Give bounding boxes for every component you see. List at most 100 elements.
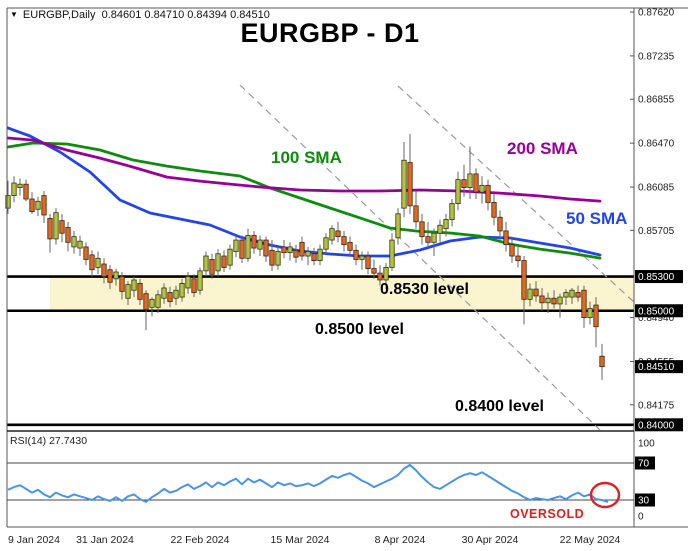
candle-bull — [149, 298, 155, 308]
price-axis-box — [635, 304, 683, 318]
rsi-axis-label: 100 — [638, 439, 655, 450]
candle-bear — [497, 216, 503, 232]
rsi-line — [7, 463, 609, 504]
candle-bear — [29, 198, 35, 212]
sma100-label: 100 SMA — [271, 148, 342, 167]
rsi-axis-box — [635, 493, 655, 507]
price-axis-label: 0.84940 — [638, 313, 675, 324]
candle-bull — [5, 195, 11, 209]
oversold-annotation: OVERSOLD — [510, 507, 585, 521]
candle-bear — [413, 205, 419, 223]
candle-bear — [59, 220, 65, 234]
rsi-axis-boxed-label: 70 — [638, 459, 650, 470]
candle-bear — [119, 276, 125, 292]
candle-bull — [215, 253, 221, 272]
candle-bear — [425, 236, 431, 243]
sma50-label: 50 SMA — [566, 209, 628, 228]
price-axis-label: 0.86855 — [638, 95, 675, 106]
candle-bull — [455, 179, 461, 204]
candle-bull — [155, 294, 161, 308]
candle-bear — [599, 355, 605, 368]
candle-bull — [449, 203, 455, 220]
candle-bear — [533, 288, 539, 297]
candle-bear — [251, 235, 257, 249]
candle-bear — [299, 241, 305, 257]
candle-bull — [95, 257, 101, 268]
candle-bull — [53, 212, 59, 240]
date-axis-label: 22 May 2024 — [560, 534, 621, 546]
candle-bull — [359, 255, 365, 260]
candle-bull — [185, 276, 191, 289]
date-axis-label: 22 Feb 2024 — [171, 534, 230, 546]
candle-bull — [233, 239, 239, 252]
symbol-dropdown-icon[interactable]: ▼ — [10, 10, 18, 19]
candle-bear — [107, 269, 113, 283]
candle-bull — [197, 270, 203, 291]
quote-high: 0.84710 — [144, 9, 185, 21]
candle-bear — [263, 239, 269, 257]
candle-bear — [83, 246, 89, 260]
price-axis-boxed-label: 0.85300 — [638, 272, 675, 283]
candle-bear — [539, 295, 545, 304]
sma200-label: 200 SMA — [507, 139, 578, 158]
candle-bear — [485, 184, 491, 203]
symbol-period-label: EURGBP,Daily — [22, 9, 96, 21]
candle-bear — [23, 183, 29, 200]
candle-bull — [203, 255, 209, 272]
candle-bull — [287, 246, 293, 254]
price-axis-boxed-label: 0.84510 — [638, 362, 675, 373]
candle-bear — [407, 162, 413, 207]
candle-bear — [491, 202, 497, 218]
candle-bear — [347, 241, 353, 251]
candle-bull — [35, 200, 41, 210]
candle-bear — [593, 304, 599, 328]
candle-bull — [275, 251, 281, 266]
candle-bear — [353, 249, 359, 260]
price-axis-box — [635, 418, 683, 432]
candle-bear — [473, 173, 479, 193]
candle-bear — [221, 255, 227, 268]
rsi-axis-boxed-label: 30 — [638, 496, 650, 507]
level-label-8400: 0.8400 level — [455, 398, 544, 415]
candle-bear — [509, 244, 515, 257]
rsi-axis-box — [635, 456, 655, 470]
candle-bear — [143, 293, 149, 311]
candle-bear — [341, 236, 347, 246]
candle-bull — [17, 183, 23, 189]
date-axis-label: 9 Jan 2024 — [8, 534, 60, 546]
price-axis-label: 0.86085 — [638, 183, 675, 194]
candle-bull — [389, 239, 395, 268]
candle-bear — [281, 246, 287, 254]
candle-bull — [479, 184, 485, 193]
rsi-indicator-label: RSI(14) 27.7430 — [10, 435, 88, 447]
candle-bear — [167, 292, 173, 303]
price-axis-boxed-label: 0.85000 — [638, 306, 675, 317]
quote-close: 0.84510 — [230, 9, 270, 21]
candle-bear — [371, 268, 377, 274]
candle-bull — [545, 297, 551, 304]
candle-bull — [569, 289, 575, 298]
candle-bear — [311, 253, 317, 261]
quote-info-line: ▼ EURGBP,Daily 0.84601 0.84710 0.84394 0.… — [10, 9, 270, 21]
level-label-8530: 0.8530 level — [380, 281, 469, 298]
candle-bull — [323, 237, 329, 250]
candle-bull — [383, 267, 389, 281]
rsi-axis-label: 0 — [638, 512, 644, 523]
candle-bull — [587, 308, 593, 319]
date-axis-label: 8 Apr 2024 — [375, 534, 426, 546]
price-axis-boxed-label: 0.84000 — [638, 420, 675, 431]
candle-bear — [47, 217, 53, 240]
candle-bear — [521, 260, 527, 300]
date-axis-label: 31 Jan 2024 — [76, 534, 134, 546]
candle-bear — [239, 239, 245, 259]
candle-bull — [71, 236, 77, 248]
price-axis-label: 0.86470 — [638, 139, 675, 150]
candle-bull — [527, 288, 533, 300]
candle-bull — [245, 235, 251, 259]
candle-bear — [191, 278, 197, 293]
candle-bear — [293, 249, 299, 258]
candle-bull — [557, 296, 563, 305]
candle-bear — [41, 195, 47, 216]
candle-bull — [11, 182, 17, 196]
